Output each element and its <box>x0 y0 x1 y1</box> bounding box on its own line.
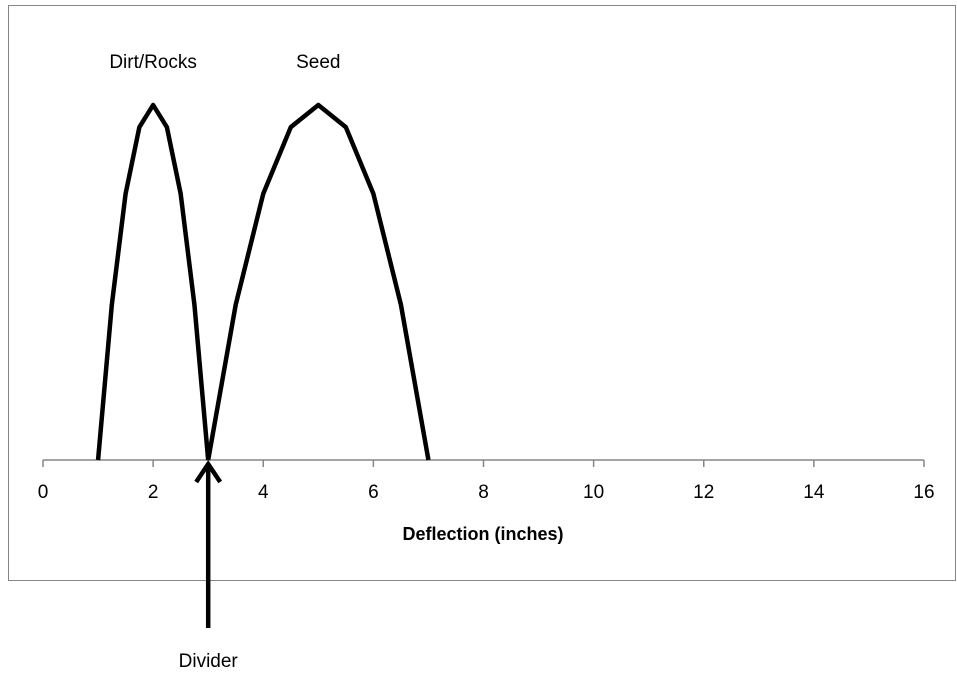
line-series <box>205 102 431 461</box>
x-tick-label: 12 <box>693 482 714 503</box>
annotation: Dirt/Rocks <box>109 52 197 73</box>
x-tick-label: 0 <box>38 482 49 503</box>
chart-border <box>8 5 956 581</box>
x-tick-label: 14 <box>803 482 825 503</box>
x-tick-label: 8 <box>478 482 489 503</box>
divider-arrow-head <box>194 459 223 484</box>
annotation: Divider <box>179 651 239 672</box>
line-series <box>95 102 211 461</box>
x-tick-label: 6 <box>368 482 379 503</box>
x-tick-label: 16 <box>913 482 934 503</box>
x-tick-label: 10 <box>583 482 604 503</box>
x-axis-label: Deflection (inches) <box>402 524 563 544</box>
x-tick-label: 4 <box>258 482 269 503</box>
annotation: Seed <box>296 52 340 73</box>
x-tick-label: 2 <box>148 482 159 503</box>
